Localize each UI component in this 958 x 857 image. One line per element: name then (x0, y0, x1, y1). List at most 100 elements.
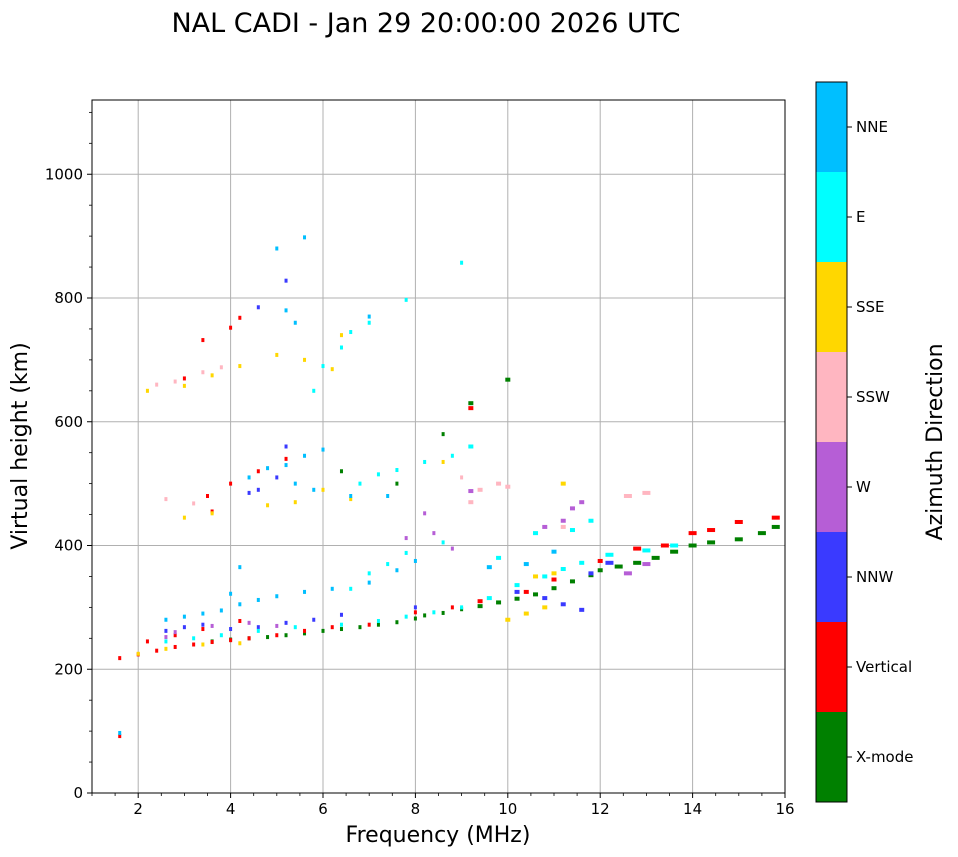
data-point-nnw (256, 305, 260, 310)
data-point-nnw (229, 627, 233, 632)
data-point-e (349, 586, 353, 591)
data-point-sse (533, 574, 539, 579)
data-point-w (247, 620, 251, 625)
data-point-nne (284, 463, 288, 468)
data-point-w (404, 536, 408, 541)
data-point-e (579, 560, 585, 565)
data-point-vertical (201, 627, 205, 632)
data-point-e (642, 548, 651, 553)
data-point-nne (395, 568, 399, 573)
data-point-sse (238, 364, 242, 369)
data-point-e (460, 260, 464, 265)
data-point-e (367, 320, 371, 325)
data-point-nne (486, 565, 492, 570)
colorbar-segment (816, 262, 847, 352)
data-point-nne (312, 487, 316, 492)
data-point-vertical (771, 515, 780, 520)
data-point-e (542, 574, 548, 579)
data-point-vertical (238, 618, 242, 623)
data-point-nne (413, 558, 417, 563)
x-tick-label: 2 (133, 800, 143, 818)
data-point-nne (551, 549, 557, 554)
data-point-vertical (229, 481, 233, 486)
data-point-e (367, 571, 371, 576)
data-point-nne (330, 586, 334, 591)
data-point-w (579, 500, 585, 505)
data-point-x-mode (505, 377, 511, 382)
grid-lines (92, 100, 785, 793)
data-point-nnw (201, 622, 205, 627)
data-point-w (542, 524, 548, 529)
x-tick-label: 4 (226, 800, 236, 818)
data-point-w (432, 531, 436, 536)
colorbar: X-mode Vertical NNW W SSW SSE E NNE (815, 81, 913, 803)
colorbar-tick-label: Vertical (856, 658, 912, 676)
data-point-nne (303, 589, 307, 594)
data-point-x-mode (358, 625, 362, 630)
data-point-vertical (206, 494, 209, 498)
data-point-x-mode (468, 401, 474, 406)
data-point-sse (551, 571, 557, 576)
data-point-e (395, 468, 399, 473)
data-point-e (404, 614, 408, 619)
data-point-w (164, 635, 168, 640)
colorbar-segment (816, 172, 847, 262)
x-tick-label: 14 (683, 800, 702, 818)
data-point-vertical (523, 589, 529, 594)
data-point-e (339, 622, 343, 627)
axis-ticks: 2 4 6 8 10 12 14 16 0 200 400 600 800 1000 (45, 111, 795, 818)
colorbar-tick-label: NNE (856, 118, 888, 136)
data-point-e (256, 628, 260, 633)
data-point-nnw (560, 602, 566, 607)
data-point-vertical (688, 531, 697, 536)
data-point-vertical (247, 636, 251, 641)
data-point-nne (367, 314, 371, 319)
data-point-w (450, 546, 454, 551)
data-point-ssw (201, 370, 205, 375)
data-point-x-mode (597, 568, 603, 573)
data-point-sse (266, 503, 270, 508)
data-point-nne (238, 602, 242, 607)
data-point-w (210, 623, 214, 628)
data-point-ssw (642, 490, 651, 495)
data-point-vertical (597, 558, 603, 563)
colorbar-label: Azimuth Direction (923, 343, 948, 540)
data-point-nnw (182, 625, 186, 630)
data-point-x-mode (757, 531, 766, 536)
data-point-e (496, 555, 502, 560)
data-point-nne (229, 591, 233, 596)
data-point-nne (386, 494, 390, 498)
data-point-vertical (303, 628, 307, 633)
data-point-x-mode (339, 469, 343, 474)
data-point-e (468, 444, 474, 449)
data-point-nnw (339, 612, 343, 617)
data-point-x-mode (441, 432, 445, 437)
data-point-vertical (256, 469, 260, 474)
data-point-ssw (192, 501, 196, 506)
data-point-e (376, 618, 380, 623)
data-point-vertical (118, 656, 122, 661)
data-point-sse (275, 352, 279, 357)
data-point-sse (182, 383, 186, 388)
x-tick-label: 12 (591, 800, 610, 818)
data-points (118, 235, 780, 739)
data-point-nnw (284, 620, 288, 625)
data-point-nnw (284, 444, 288, 449)
data-point-vertical (468, 406, 474, 411)
data-point-sse (210, 373, 214, 378)
data-point-x-mode (633, 560, 642, 565)
data-point-x-mode (266, 635, 270, 640)
data-point-x-mode (376, 622, 380, 627)
data-point-x-mode (423, 613, 427, 618)
data-point-vertical (275, 633, 279, 638)
data-point-nne (256, 597, 260, 602)
colorbar-segment (816, 352, 847, 442)
data-point-w (468, 489, 474, 494)
data-point-e (605, 552, 614, 557)
data-point-e (670, 543, 679, 548)
data-point-e (358, 481, 362, 486)
data-point-nne (266, 466, 270, 471)
data-point-sse (293, 500, 297, 505)
data-point-sse (201, 642, 205, 647)
data-point-vertical (413, 610, 417, 615)
